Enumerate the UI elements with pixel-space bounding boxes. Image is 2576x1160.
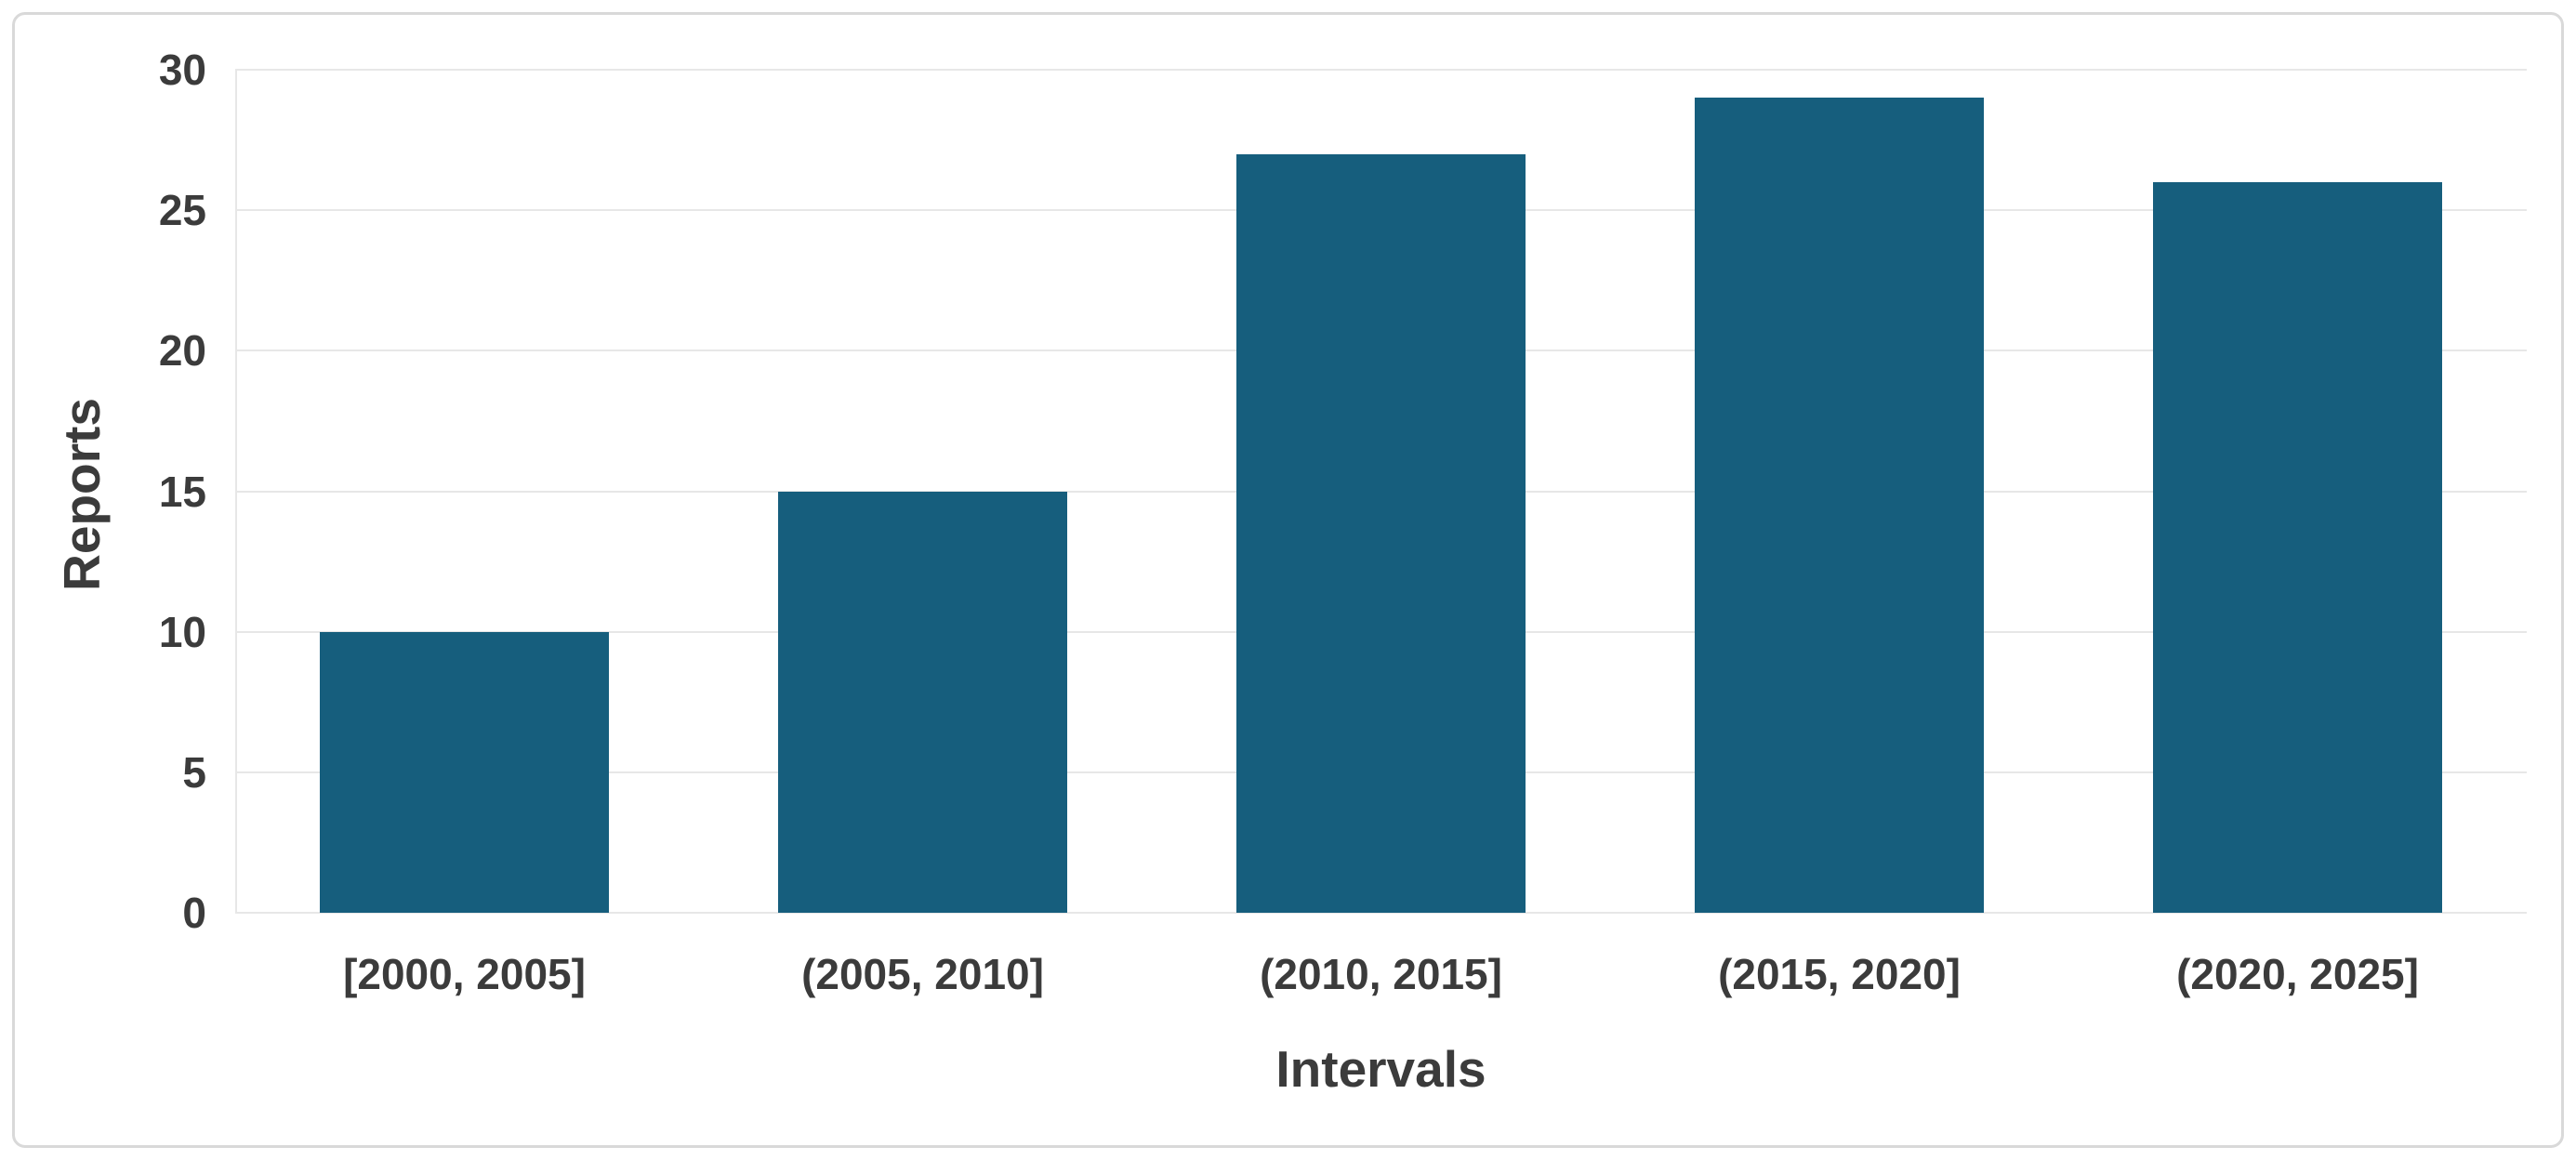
bar-slot-4 — [2068, 70, 2527, 913]
y-tick-label-5: 5 — [182, 747, 206, 797]
x-category-label-4: (2020, 2025] — [2176, 950, 2419, 998]
x-category-label-2: (2010, 2015] — [1260, 950, 1502, 998]
y-tick-label-0: 0 — [182, 889, 206, 937]
y-tick-label-15: 15 — [158, 467, 206, 516]
x-axis-label: Intervals — [1275, 1040, 1486, 1098]
bar-(2020, 2025] — [2153, 181, 2442, 913]
bar-(2015, 2020] — [1695, 98, 1984, 913]
gridline-y-30 — [235, 69, 2527, 71]
bar-[2000, 2005] — [320, 631, 609, 913]
plot-area — [235, 69, 2527, 914]
x-category-label-0: [2000, 2005] — [343, 950, 586, 998]
x-category-label-3: (2015, 2020] — [1718, 950, 1961, 998]
x-category-label-1: (2005, 2010] — [801, 950, 1044, 998]
bar-slot-3 — [1610, 70, 2068, 913]
bar-(2010, 2015] — [1236, 153, 1526, 913]
y-axis-line — [235, 70, 237, 913]
bar-slot-2 — [1152, 70, 1610, 913]
y-tick-label-10: 10 — [158, 607, 206, 656]
y-tick-label-25: 25 — [158, 186, 206, 235]
y-tick-label-30: 30 — [158, 46, 206, 94]
bar-slot-1 — [694, 70, 1152, 913]
gridline-y-0 — [235, 912, 2527, 914]
bars-container — [235, 70, 2527, 913]
y-tick-label-20: 20 — [158, 326, 206, 376]
bar-slot-0 — [235, 70, 694, 913]
bar-(2005, 2010] — [778, 491, 1067, 913]
y-axis-label: Reports — [53, 398, 111, 591]
